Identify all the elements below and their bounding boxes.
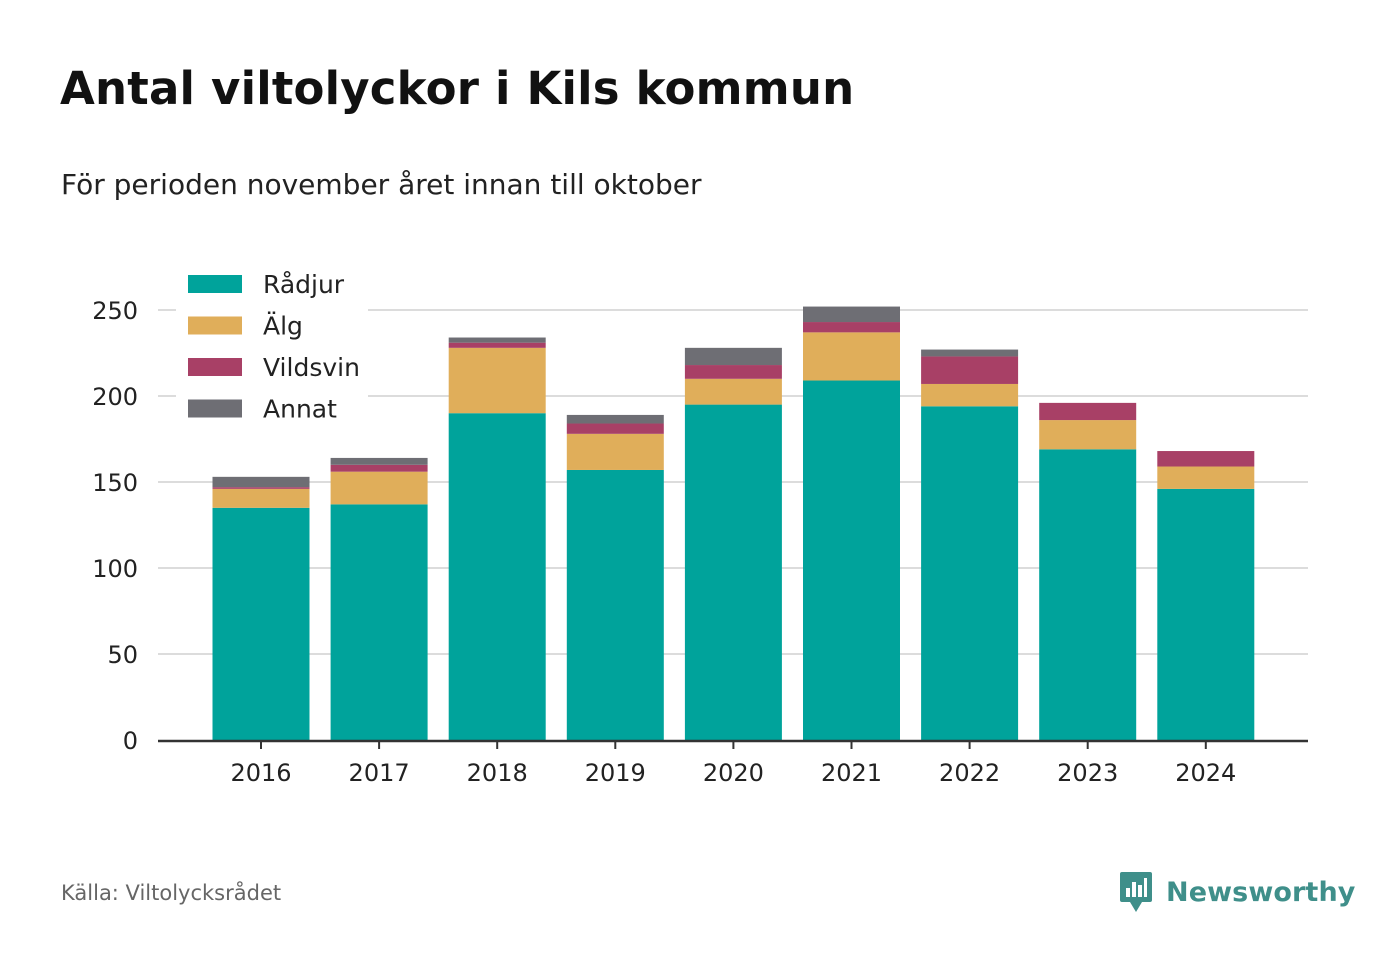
bar-segment: [921, 356, 1019, 384]
bar-segment: [1039, 420, 1137, 450]
bar-segment: [212, 507, 310, 740]
brand-name: Newsworthy: [1166, 876, 1356, 908]
bar-segment: [921, 406, 1019, 740]
bar-segment: [921, 349, 1019, 357]
bar-segment: [1039, 449, 1137, 740]
bar-segment: [803, 380, 900, 740]
legend-swatch: [188, 399, 242, 418]
x-tick-label: 2020: [703, 759, 764, 787]
x-tick-label: 2017: [349, 759, 410, 787]
bar-segment: [803, 306, 900, 323]
chart-subtitle: För perioden november året innan till ok…: [61, 168, 702, 201]
bar-segment: [330, 464, 428, 472]
bar-segment: [212, 476, 310, 488]
x-tick-label: 2016: [230, 759, 291, 787]
x-tick-label: 2019: [585, 759, 646, 787]
bar-segment: [803, 332, 900, 381]
legend-swatch: [188, 358, 242, 376]
bar-segment: [566, 469, 664, 740]
legend-label: Annat: [263, 395, 337, 424]
bar-segment: [921, 383, 1019, 407]
chart-title: Antal viltolyckor i Kils kommun: [60, 62, 855, 115]
legend-swatch: [188, 275, 242, 293]
y-tick-label: 0: [123, 727, 138, 755]
bar-segment: [212, 488, 310, 508]
bar-segment: [684, 347, 782, 366]
source-note: Källa: Viltolycksrådet: [61, 881, 282, 905]
y-tick-label: 150: [92, 469, 138, 497]
x-tick-label: 2024: [1175, 759, 1236, 787]
x-tick-label: 2023: [1057, 759, 1118, 787]
legend-label: Vildsvin: [263, 353, 360, 382]
x-tick-label: 2018: [467, 759, 528, 787]
bar-segment: [448, 342, 546, 348]
bar-segment: [566, 414, 664, 424]
bar-segment: [448, 337, 546, 343]
y-tick-label: 50: [107, 641, 138, 669]
brand-logo: Newsworthy: [1118, 870, 1355, 914]
bar-segment: [803, 322, 900, 333]
bar-segment: [566, 423, 664, 434]
bar-segment: [1157, 466, 1255, 489]
bar-segment: [684, 365, 782, 379]
y-tick-label: 250: [92, 297, 138, 325]
bar-segment: [330, 471, 428, 505]
bar-segment: [448, 413, 546, 740]
x-tick-label: 2022: [939, 759, 1000, 787]
bar-segment: [684, 404, 782, 740]
legend-label: Älg: [263, 312, 303, 341]
y-tick-label: 100: [92, 555, 138, 583]
legend-label: Rådjur: [263, 270, 345, 299]
newsworthy-logo-icon: [1120, 872, 1152, 912]
bar-segment: [448, 347, 546, 414]
bar-segment: [330, 457, 428, 465]
x-tick-label: 2021: [821, 759, 882, 787]
bar-segment: [1157, 488, 1255, 740]
bar-segment: [1039, 402, 1137, 421]
bar-segment: [566, 433, 664, 470]
y-tick-label: 200: [92, 383, 138, 411]
legend-swatch: [188, 316, 242, 335]
bar-segment: [684, 378, 782, 405]
bar-segment: [212, 487, 310, 489]
bar-segment: [1157, 451, 1255, 467]
bar-segment: [330, 504, 428, 740]
